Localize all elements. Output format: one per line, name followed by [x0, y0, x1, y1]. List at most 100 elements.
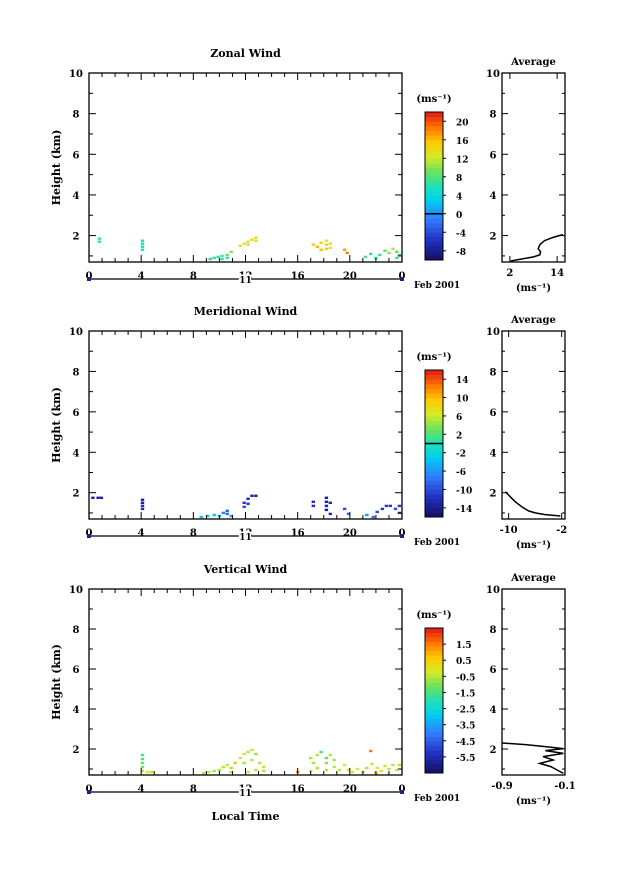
colorbar-swatch	[425, 705, 443, 710]
colorbar-swatch	[425, 443, 443, 449]
average-title: Average	[510, 573, 556, 584]
colorbar-swatch	[425, 125, 443, 131]
colorbar-unit-label: (ms⁻¹)	[416, 610, 451, 621]
data-cell	[395, 256, 399, 260]
data-cell	[242, 242, 246, 245]
data-cell	[387, 251, 391, 255]
date-month-label: Feb 2001	[414, 281, 460, 291]
panel-title: Meridional Wind	[194, 305, 298, 318]
data-cell	[319, 241, 323, 244]
average-y-tick-label: 10	[486, 327, 500, 338]
data-cell	[324, 761, 329, 765]
data-cell	[229, 766, 233, 770]
colorbar-swatch	[425, 388, 443, 394]
date-month-label: Feb 2001	[414, 794, 460, 804]
colorbar-swatch	[425, 727, 443, 733]
x-tick-label: 4	[138, 784, 145, 795]
date-day-label: 11	[239, 789, 252, 799]
data-cell	[250, 238, 254, 241]
average-y-tick-label: 4	[490, 191, 497, 202]
colorbar-swatch	[425, 457, 443, 463]
y-axis-label: Height (km)	[50, 130, 63, 206]
colorbar-tick-label: -1.5	[456, 689, 475, 699]
colorbar-swatch	[425, 691, 443, 697]
colorbar-swatch	[425, 682, 443, 688]
colorbar-tick-label: 10	[456, 395, 469, 405]
colorbar-tick-label: 14	[456, 376, 469, 386]
colorbar-swatch	[425, 250, 443, 256]
data-cell	[387, 767, 391, 771]
data-cell	[379, 769, 383, 773]
data-cell	[383, 249, 387, 252]
colorbar-swatch	[425, 714, 443, 720]
data-cell	[207, 770, 211, 774]
colorbar-tick-label: 8	[456, 174, 462, 184]
colorbar-swatch	[425, 646, 443, 652]
colorbar-swatch	[425, 121, 443, 127]
data-cell	[324, 496, 329, 499]
data-cell	[345, 251, 349, 255]
panel-title: Zonal Wind	[210, 47, 281, 60]
x-tick-label: 20	[343, 271, 357, 282]
colorbar-swatch	[425, 695, 443, 701]
colorbar-swatch	[425, 190, 443, 196]
y-axis-label: Height (km)	[50, 644, 63, 720]
average-y-tick-label: 10	[486, 585, 500, 596]
data-cell	[229, 770, 233, 774]
data-cell	[324, 756, 329, 760]
colorbar-swatch	[425, 149, 443, 155]
data-cell	[229, 250, 233, 253]
colorbar-swatch	[425, 144, 443, 150]
data-cell	[337, 768, 342, 772]
colorbar-tick-label: 0	[456, 211, 462, 221]
y-tick-label: 10	[69, 585, 83, 596]
data-cell	[324, 247, 329, 250]
plot-frame	[88, 330, 403, 520]
x-tick-label: 0	[86, 528, 93, 539]
y-tick-label: 10	[69, 69, 83, 80]
x-tick-label: 12	[239, 528, 253, 539]
data-cell	[242, 752, 246, 756]
data-cell	[328, 512, 332, 516]
colorbar-swatch	[425, 498, 443, 504]
data-cell	[221, 765, 225, 769]
data-cell	[342, 248, 347, 251]
colorbar-swatch	[425, 718, 443, 724]
data-cell	[140, 504, 145, 508]
colorbar-tick-label: -8	[456, 248, 466, 258]
colorbar-swatch	[425, 763, 443, 769]
data-cell	[220, 257, 224, 261]
data-cell	[212, 256, 216, 260]
data-cell	[212, 769, 216, 773]
colorbar-swatch	[425, 438, 443, 444]
data-cell	[206, 514, 210, 518]
colorbar-tick-label: 2	[456, 431, 462, 441]
plot-frame	[88, 72, 403, 263]
colorbar-swatch	[425, 383, 443, 389]
colorbar-tick-label: 12	[456, 155, 469, 165]
y-tick-label: 6	[73, 665, 80, 676]
date-day-label: 11	[239, 533, 252, 543]
data-cell	[225, 256, 229, 260]
colorbar-swatch	[425, 768, 443, 774]
y-tick-label: 2	[73, 745, 80, 756]
x-tick-label: 0	[399, 271, 406, 282]
data-cell	[388, 504, 392, 508]
average-x-tick-label: -10	[500, 525, 518, 536]
colorbar-frame	[424, 111, 444, 261]
average-x-tick-label: 2	[506, 268, 513, 279]
colorbar-swatch	[425, 176, 443, 182]
colorbar-tick-label: -5.5	[456, 754, 475, 764]
data-cell	[391, 247, 395, 250]
average-y-tick-label: 4	[490, 705, 497, 716]
colorbar-frame	[424, 627, 444, 774]
colorbar-swatch	[425, 475, 443, 481]
x-tick-label: 0	[399, 528, 406, 539]
data-cell	[311, 761, 315, 765]
colorbar-tick-label: 16	[456, 137, 469, 147]
data-cell	[246, 770, 250, 774]
data-cell	[246, 750, 250, 754]
colorbar-swatch	[425, 420, 443, 426]
colorbar-swatch	[425, 429, 443, 435]
